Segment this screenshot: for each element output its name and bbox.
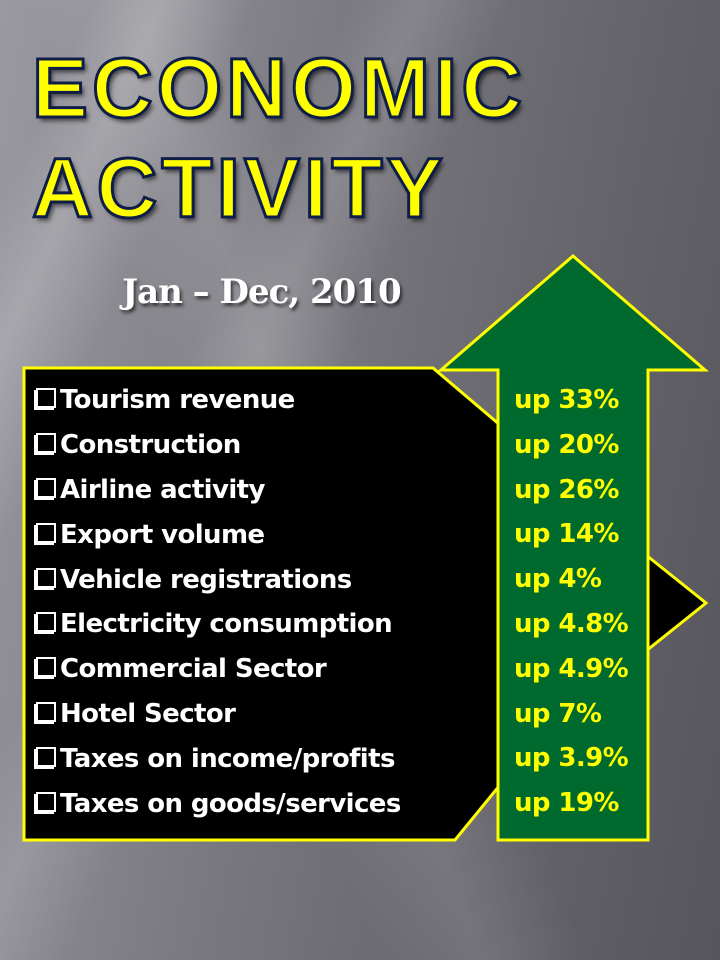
up-arrow-icon bbox=[436, 254, 710, 842]
title-line-2: ACTIVITY bbox=[31, 141, 447, 235]
growth-value: up 4.9% bbox=[514, 653, 629, 684]
checkbox-icon bbox=[36, 791, 56, 812]
item-label: Construction bbox=[60, 430, 241, 461]
item-label: Taxes on goods/services bbox=[60, 788, 401, 819]
list-item: Electricity consumption bbox=[36, 602, 401, 647]
list-item: Vehicle registrations bbox=[36, 557, 401, 602]
growth-value: up 4.8% bbox=[514, 608, 629, 639]
checkbox-icon bbox=[36, 388, 56, 409]
list-item: Airline activity bbox=[36, 468, 401, 513]
item-label: Commercial Sector bbox=[60, 654, 327, 685]
title-line-1: ECONOMIC bbox=[31, 41, 526, 135]
list-item: Construction bbox=[36, 423, 401, 468]
growth-value: up 3.9% bbox=[514, 743, 629, 774]
checkbox-icon bbox=[36, 433, 56, 454]
growth-value: up 7% bbox=[514, 698, 602, 729]
list-item: Hotel Sector bbox=[36, 692, 401, 737]
growth-value: up 20% bbox=[514, 429, 619, 460]
right-triangle-icon bbox=[644, 551, 709, 655]
growth-value: up 4% bbox=[514, 564, 602, 595]
growth-value: up 19% bbox=[514, 788, 619, 819]
list-item: Taxes on goods/services bbox=[36, 781, 401, 826]
item-label: Taxes on income/profits bbox=[60, 743, 395, 774]
item-label: Vehicle registrations bbox=[60, 564, 352, 595]
date-range-subtitle: Jan – Dec, 2010 bbox=[122, 272, 402, 312]
item-label: Electricity consumption bbox=[60, 609, 393, 640]
indicator-list: Tourism revenue Construction Airline act… bbox=[36, 378, 401, 826]
growth-value: up 33% bbox=[514, 385, 619, 415]
checkbox-icon bbox=[36, 477, 56, 498]
list-item: Taxes on income/profits bbox=[36, 736, 401, 781]
checkbox-icon bbox=[36, 522, 56, 543]
growth-value: up 14% bbox=[514, 519, 619, 550]
checkbox-icon bbox=[36, 746, 56, 767]
item-label: Airline activity bbox=[60, 474, 265, 505]
checkbox-icon bbox=[36, 657, 56, 678]
item-label: Tourism revenue bbox=[60, 385, 295, 416]
item-label: Export volume bbox=[60, 519, 265, 550]
list-item: Commercial Sector bbox=[36, 647, 401, 692]
growth-values-list: up 33% up 20% up 26% up 14% up 4% up 4.8… bbox=[514, 378, 629, 826]
item-label: Hotel Sector bbox=[60, 698, 236, 729]
list-item: Export volume bbox=[36, 512, 401, 557]
growth-value: up 26% bbox=[514, 474, 619, 505]
checkbox-icon bbox=[36, 701, 56, 722]
list-item: Tourism revenue bbox=[36, 378, 401, 423]
checkbox-icon bbox=[36, 567, 56, 588]
checkbox-icon bbox=[36, 612, 56, 633]
